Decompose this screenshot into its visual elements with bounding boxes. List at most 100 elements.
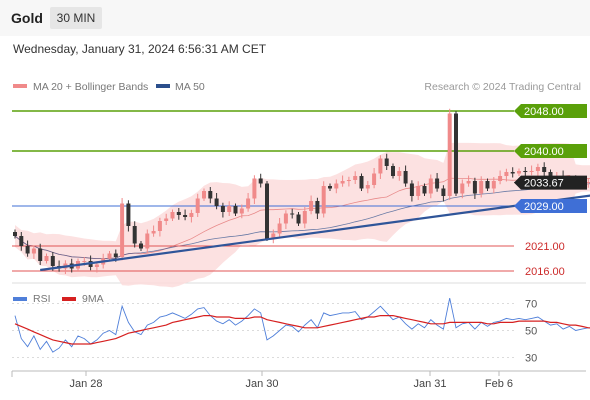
candle-body (586, 182, 590, 183)
resistance-label-2040.00: 2040.00 (524, 146, 564, 158)
candle-body (548, 172, 553, 179)
candle-body (529, 171, 534, 172)
candle-body (479, 181, 484, 194)
candle-body (472, 181, 477, 194)
candle-body (321, 186, 326, 214)
candle-body (265, 183, 269, 239)
x-tick-label-jan-28: Jan 28 (69, 378, 102, 390)
candle-body (145, 233, 150, 249)
candle-body (233, 206, 238, 214)
support-label-2021.00: 2021.00 (525, 241, 565, 253)
candle-body (466, 181, 471, 184)
candle-body (328, 186, 332, 189)
candle-body (498, 176, 503, 181)
candle-body (523, 171, 528, 172)
rsi-tick-50: 50 (525, 326, 537, 338)
candle-body (25, 246, 30, 254)
timeframe-button[interactable]: 30 MIN (50, 7, 102, 29)
candle-body (296, 214, 301, 224)
candle-body (315, 201, 320, 214)
candle-body (447, 113, 452, 196)
candle-body (202, 191, 206, 199)
candle-body (132, 226, 137, 244)
candle-body (164, 218, 169, 221)
candle-body (246, 198, 251, 209)
candle-body (120, 203, 125, 257)
candle-body (510, 172, 515, 174)
pivot-label-2029.00: 2029.00 (524, 201, 564, 213)
candle-body (139, 243, 143, 249)
candle-body (252, 178, 257, 199)
candle-body (195, 198, 200, 213)
candle-body (176, 212, 181, 215)
candle-body (290, 213, 295, 215)
candle-body (239, 208, 244, 214)
candle-body (170, 212, 175, 219)
candle-body (384, 158, 389, 166)
candle-body (340, 181, 345, 184)
candle-body (31, 248, 36, 254)
candle-body (227, 206, 232, 212)
candle-body (107, 253, 112, 259)
resistance-tag-2048.00 (514, 104, 587, 118)
candle-body (397, 171, 402, 176)
ma50-legend-swatch (156, 84, 170, 88)
candle-body (38, 248, 43, 261)
candle-body (346, 180, 351, 181)
candle-body (283, 213, 288, 224)
candle-body (485, 181, 490, 189)
ma50-legend-label: MA 50 (175, 81, 205, 93)
support-trendline (40, 194, 590, 272)
candle-body (435, 178, 440, 189)
candle-body (365, 185, 370, 189)
candle-body (409, 183, 414, 196)
x-tick-label-feb-6: Feb 6 (485, 378, 513, 390)
candle-body (82, 261, 87, 262)
rsi-tick-70: 70 (525, 299, 537, 311)
candle-body (491, 181, 496, 189)
candle-body (271, 233, 276, 239)
candle-body (391, 166, 395, 176)
ma20-legend-swatch (13, 84, 27, 88)
chart-datetime: Wednesday, January 31, 2024 6:56:31 AM C… (13, 42, 267, 56)
candle-body (504, 172, 509, 176)
attribution-text: Research © 2024 Trading Central (424, 81, 581, 93)
x-tick-label-jan-30: Jan 30 (245, 378, 278, 390)
support-label-2016.00: 2016.00 (525, 266, 565, 278)
candle-body (113, 253, 118, 257)
candle-body (214, 198, 219, 206)
candle-body (428, 178, 433, 194)
candle-body (302, 211, 307, 224)
candle-body (416, 186, 421, 196)
candle-body (220, 206, 225, 212)
candle-body (189, 213, 194, 217)
candle-body (542, 167, 547, 172)
candle-body (151, 231, 156, 234)
candle-body (535, 167, 540, 171)
candle-body (422, 186, 427, 194)
current-price-label: 2033.67 (524, 178, 564, 190)
candle-body (454, 113, 458, 194)
candle-body (258, 178, 263, 184)
candle-body (353, 176, 358, 180)
candle-body (94, 264, 99, 267)
candle-body (19, 236, 24, 246)
ma9-line (14, 315, 590, 345)
candle-body (183, 215, 188, 217)
instrument-title: Gold (11, 10, 43, 26)
ma50-line (14, 183, 590, 259)
rsi-legend-swatch (13, 297, 27, 301)
candle-body (13, 232, 17, 236)
resistance-tag-2040.00 (514, 144, 587, 158)
rsi-line (14, 298, 590, 353)
ma9-legend-label: 9MA (82, 293, 104, 305)
rsi-legend-label: RSI (33, 293, 51, 305)
rsi-tick-30: 30 (525, 353, 537, 365)
candle-body (403, 171, 408, 184)
ma9-legend-swatch (62, 297, 76, 301)
candle-body (372, 173, 377, 185)
ma20-legend-label: MA 20 + Bollinger Bands (33, 81, 148, 93)
candle-body (126, 203, 131, 226)
resistance-label-2048.00: 2048.00 (524, 106, 564, 118)
